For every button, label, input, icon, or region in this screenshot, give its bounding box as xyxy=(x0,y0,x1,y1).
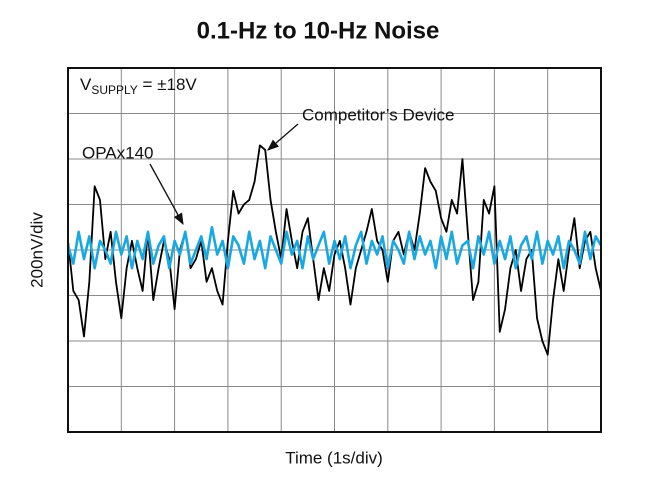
plot-area xyxy=(66,67,603,433)
series-line xyxy=(66,225,603,270)
plot-border xyxy=(67,67,602,433)
callout-arrow xyxy=(149,163,184,226)
chart-title: 0.1-Hz to 10-Hz Noise xyxy=(197,17,440,44)
annotation-text: V xyxy=(80,75,92,94)
series-label: OPAx140 xyxy=(82,143,154,162)
series-line xyxy=(67,144,602,356)
x-axis-label: Time (1s/div) xyxy=(285,448,383,467)
series-label: Competitor’s Device xyxy=(302,105,454,124)
annotation-subscript: SUPPLY xyxy=(91,83,137,97)
annotation: VSUPPLY = ±18V xyxy=(80,75,197,97)
callout-arrow xyxy=(267,123,299,151)
annotation-suffix: = ±18V xyxy=(138,75,198,94)
y-axis-label: 200nV/div xyxy=(27,212,46,288)
